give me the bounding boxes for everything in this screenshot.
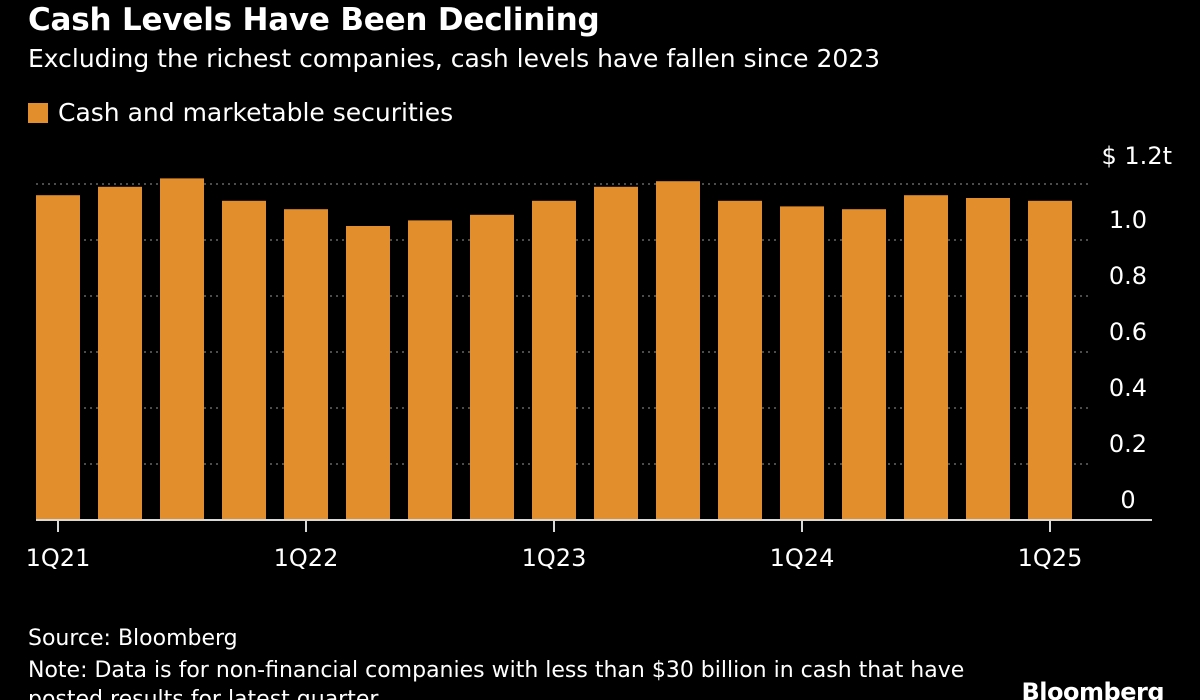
bar-3Q22 [408,220,452,520]
bar-4Q23 [718,200,762,521]
bar-3Q21 [160,178,204,520]
bar-4Q22 [470,214,514,521]
bar-4Q21 [222,200,266,521]
bar-3Q23 [656,181,700,520]
x-axis: 1Q21 1Q22 1Q23 1Q24 1Q25 [26,519,1152,572]
y-tick-label: 0.4 [1109,374,1147,402]
legend: Cash and marketable securities [28,98,453,127]
bloomberg-logo: Bloomberg [1021,678,1165,700]
y-tick-label: 0 [1120,486,1135,514]
bar-2Q24 [842,209,886,520]
bars [36,178,1072,521]
bar-1Q21 [36,195,80,520]
bar-1Q22 [284,209,328,520]
source-note: Source: Bloomberg [28,626,238,651]
chart-title: Cash Levels Have Been Declining [28,2,600,38]
bar-3Q24 [904,195,948,520]
x-tick-label: 1Q21 [26,544,91,572]
bar-2Q22 [346,226,390,520]
bar-1Q24 [780,206,824,520]
chart-subtitle: Excluding the richest companies, cash le… [28,44,881,73]
y-tick-label: 1.0 [1109,206,1147,234]
bar-2Q23 [594,186,638,521]
legend-swatch [28,102,48,123]
x-tick-label: 1Q25 [1018,544,1083,572]
legend-label: Cash and marketable securities [58,98,454,127]
y-axis-unit-label: $ 1.2t [1101,142,1172,170]
bar-2Q21 [98,186,142,521]
bar-1Q23 [532,200,576,521]
y-tick-label: 0.8 [1109,262,1147,290]
x-tick-label: 1Q23 [522,544,587,572]
bar-1Q25 [1028,200,1072,521]
bar-4Q24 [966,198,1010,520]
data-note: Note: Data is for non-financial companie… [28,658,965,700]
x-tick-label: 1Q24 [770,544,835,572]
y-axis-ticks: 0 0.2 0.4 0.6 0.8 1.0 [1109,206,1147,514]
x-tick-label: 1Q22 [274,544,339,572]
y-tick-label: 0.6 [1109,318,1147,346]
y-tick-label: 0.2 [1109,430,1147,458]
